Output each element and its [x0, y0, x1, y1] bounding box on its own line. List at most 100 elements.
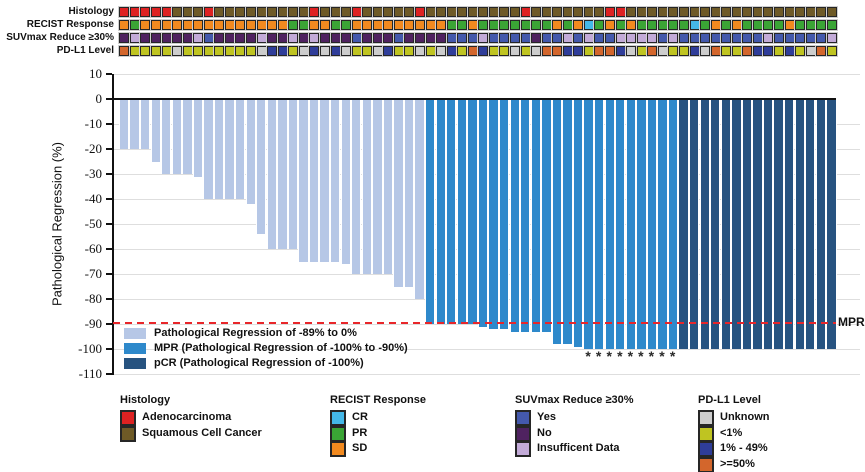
waterfall-bar: [551, 99, 563, 344]
histology-square: [478, 7, 489, 17]
recist-square: [626, 20, 637, 30]
waterfall-bar: [467, 99, 478, 324]
suvmax-square: [277, 33, 288, 43]
pdl1-square: [298, 46, 309, 56]
suvmax-square: [488, 33, 499, 43]
suvmax-square: [541, 33, 552, 43]
pdl1-square: [773, 46, 784, 56]
suvmax-square: [657, 33, 668, 43]
waterfall-bar: [182, 99, 193, 174]
waterfall-bar: [509, 99, 520, 332]
histology-square: [626, 7, 637, 17]
recist-square: [657, 20, 668, 30]
waterfall-bar: [308, 99, 320, 262]
histology-square: [425, 7, 436, 17]
tick-mark: [106, 198, 112, 200]
histology-square: [140, 7, 151, 17]
recist-square: [161, 20, 172, 30]
waterfall-bar: [784, 99, 795, 349]
histology-square: [742, 7, 753, 17]
suvmax-square: [510, 33, 520, 43]
suvmax-square: [805, 33, 816, 43]
tick-mark: [106, 173, 112, 175]
legend-item-label: Unknown: [720, 411, 770, 423]
legend-swatch-mpr: [124, 343, 146, 354]
suvmax-square: [288, 33, 299, 43]
tick-label: 0: [95, 91, 103, 106]
waterfall-bar: [689, 99, 700, 349]
zero-baseline: [112, 98, 836, 100]
suvmax-square: [129, 33, 140, 43]
pdl1-square: [129, 46, 140, 56]
histology-square: [784, 7, 795, 17]
pdl1-square: [140, 46, 151, 56]
histology-square: [246, 7, 256, 17]
waterfall-bar: [646, 99, 658, 349]
pdl1-square: [552, 46, 563, 56]
pdl1-square: [457, 46, 468, 56]
legend-group-title: PD-L1 Level: [698, 394, 761, 406]
tick-mark: [106, 248, 112, 250]
recist-square: [351, 20, 362, 30]
histology-square: [583, 7, 594, 17]
histology-square: [689, 7, 700, 17]
suvmax-square: [583, 33, 594, 43]
histology-square: [235, 7, 246, 17]
legend-item-label: Adenocarcinoma: [142, 411, 232, 423]
legend-item-swatch: [330, 410, 346, 426]
suvmax-square: [668, 33, 679, 43]
histology-square: [393, 7, 404, 17]
pdl1-square: [362, 46, 373, 56]
waterfall-bar: [150, 99, 161, 162]
pdl1-square: [246, 46, 256, 56]
legend-item-swatch: [120, 410, 136, 426]
waterfall-bar: [762, 99, 774, 349]
pdl1-square: [172, 46, 183, 56]
legend-item-swatch: [330, 441, 346, 457]
tick-label: -90: [84, 316, 102, 331]
gridline: [114, 373, 860, 375]
track-label-suvmax: SUVmax Reduce ≥30%: [6, 32, 114, 43]
histology-square: [372, 7, 383, 17]
waterfall-bar: [382, 99, 394, 274]
recist-square: [182, 20, 193, 30]
histology-square: [319, 7, 330, 17]
waterfall-bar: [129, 99, 140, 149]
recist-square: [172, 20, 183, 30]
legend-item-label: >=50%: [720, 457, 755, 470]
histology-square: [203, 7, 214, 17]
histology-square: [309, 7, 320, 17]
tick-mark: [106, 98, 112, 100]
pdl1-square: [795, 46, 806, 56]
gridline: [114, 348, 860, 350]
recist-square: [140, 20, 151, 30]
recist-square: [816, 20, 827, 30]
histology-square: [404, 7, 415, 17]
recist-square: [404, 20, 415, 30]
pdl1-square: [414, 46, 425, 56]
suvmax-square: [573, 33, 584, 43]
legend-group-title: RECIST Response: [330, 394, 426, 406]
pdl1-square: [256, 46, 267, 56]
tick-label: -10: [84, 116, 102, 131]
pdl1-square: [277, 46, 288, 56]
pdl1-square: [636, 46, 647, 56]
recist-square: [488, 20, 499, 30]
waterfall-bar: [256, 99, 267, 234]
histology-square: [193, 7, 204, 17]
histology-square: [119, 7, 130, 17]
histology-square: [467, 7, 478, 17]
recist-square: [246, 20, 256, 30]
suvmax-square: [161, 33, 172, 43]
recist-square: [594, 20, 605, 30]
legend-label-light: Pathological Regression of -89% to 0%: [154, 327, 357, 339]
waterfall-bar: [245, 99, 256, 204]
suvmax-square: [552, 33, 563, 43]
tick-mark: [106, 373, 112, 375]
pdl1-square: [151, 46, 161, 56]
waterfall-bar: [446, 99, 457, 324]
legend-item-label: SD: [352, 442, 368, 454]
suvmax-square: [562, 33, 573, 43]
pdl1-square: [615, 46, 626, 56]
histology-square: [488, 7, 499, 17]
